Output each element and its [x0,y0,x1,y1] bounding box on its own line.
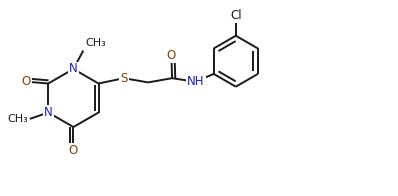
Text: N: N [44,106,53,119]
Text: Cl: Cl [230,9,242,22]
Text: NH: NH [187,75,205,88]
Text: O: O [21,75,31,88]
Text: O: O [69,144,78,157]
Text: N: N [69,63,78,75]
Text: CH₃: CH₃ [86,38,106,48]
Text: O: O [167,49,176,62]
Text: S: S [120,72,128,85]
Text: CH₃: CH₃ [7,114,28,124]
